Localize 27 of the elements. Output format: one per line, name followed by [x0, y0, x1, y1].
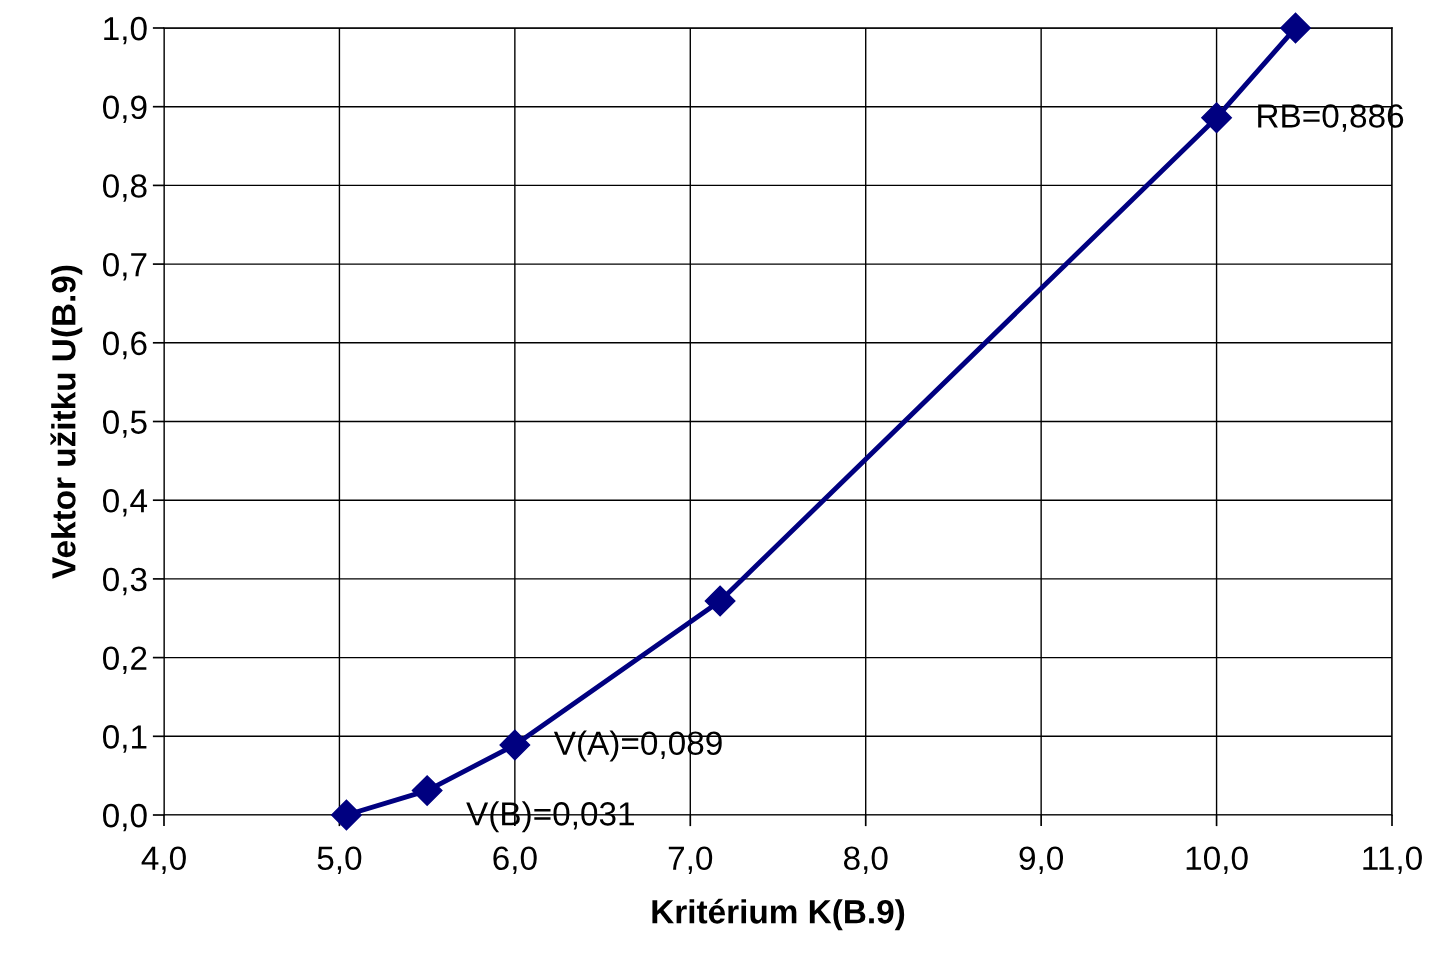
- y-tick-label: 0,3: [103, 567, 147, 596]
- x-tick-label: 5,0: [317, 846, 362, 874]
- y-tick-label: 0,8: [103, 174, 147, 202]
- y-tick-label: 0,6: [103, 331, 147, 360]
- x-tick-label: 4,0: [141, 846, 186, 874]
- x-tick-label: 11,0: [1363, 846, 1422, 874]
- y-tick-label: 1,0: [104, 16, 147, 45]
- x-tick-label: 8,0: [844, 846, 888, 874]
- y-tick-label: 0,4: [103, 489, 148, 517]
- point: [331, 799, 362, 831]
- point: [1280, 12, 1311, 44]
- y-tick-label: 0,2: [103, 646, 147, 674]
- y-tick-label: 0,7: [103, 252, 147, 281]
- point: [411, 775, 443, 807]
- x-axis-title: Kritérium K(B.9): [652, 898, 905, 931]
- point: [499, 729, 531, 761]
- y-tick-label: 0,1: [103, 725, 147, 753]
- point: [1201, 102, 1232, 134]
- x-tick-label: 7,0: [668, 846, 713, 874]
- y-tick-label: 0,9: [103, 95, 147, 124]
- x-tick-label: 6,0: [493, 846, 537, 874]
- y-axis-title: Vektor užitku U(B.9): [50, 265, 83, 579]
- point: [704, 585, 736, 617]
- y-tick-label: 0,0: [103, 803, 147, 832]
- x-tick-label: 9,0: [1019, 846, 1064, 874]
- y-tick-label: 0,5: [103, 410, 147, 438]
- x-tick-label: 10,0: [1186, 846, 1248, 874]
